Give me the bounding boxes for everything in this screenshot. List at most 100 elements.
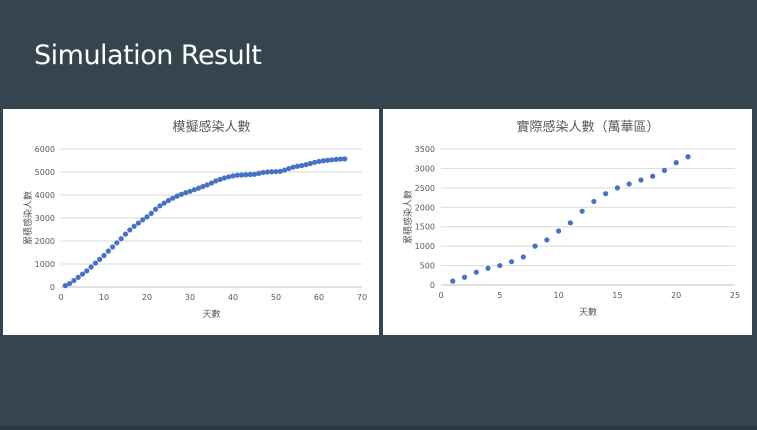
data-point <box>544 237 550 243</box>
x-tick-label: 10 <box>99 293 109 302</box>
y-axis-label: 累積感染人數 <box>402 190 414 244</box>
y-tick-label: 3500 <box>415 145 435 154</box>
data-point <box>191 187 197 193</box>
bottom-divider <box>0 426 757 430</box>
data-point <box>165 197 172 204</box>
chart-title: 實際感染人數（萬華區） <box>516 119 659 135</box>
y-tick-label: 2000 <box>415 203 435 212</box>
data-point <box>247 171 253 178</box>
data-point <box>269 169 275 175</box>
x-tick-label: 25 <box>730 291 740 300</box>
data-point <box>161 200 167 206</box>
data-point <box>303 162 309 168</box>
data-point <box>200 183 206 190</box>
data-point <box>450 278 456 284</box>
data-point <box>312 159 318 165</box>
data-point <box>213 178 219 184</box>
data-point <box>79 271 86 277</box>
data-point <box>316 158 322 165</box>
data-point <box>650 173 656 179</box>
x-tick-label: 0 <box>438 291 443 300</box>
data-point <box>325 157 331 163</box>
data-point <box>342 156 348 162</box>
data-point <box>556 228 562 234</box>
data-point <box>286 165 292 172</box>
data-point <box>71 277 77 284</box>
data-point <box>97 256 103 262</box>
data-point <box>101 252 107 259</box>
data-point <box>673 160 679 166</box>
data-point <box>105 248 111 254</box>
data-point <box>320 158 326 164</box>
x-tick-label: 0 <box>58 293 63 302</box>
data-point <box>118 236 124 242</box>
data-point <box>567 220 573 226</box>
data-point <box>157 203 163 209</box>
simulated-infections-plot: 模擬感染人數 0 1000 2000 3000 4000 5000 6000 0 10 20 30 40… <box>22 119 367 320</box>
data-point <box>661 167 668 173</box>
data-point <box>221 175 227 181</box>
y-tick-label: 1000 <box>415 242 435 251</box>
y-tick-label: 1000 <box>35 260 55 269</box>
data-point <box>217 176 223 182</box>
x-tick-label: 20 <box>142 293 152 302</box>
data-point <box>337 156 344 162</box>
y-tick-label: 4000 <box>35 191 55 200</box>
data-point <box>532 243 538 249</box>
data-point <box>204 182 210 188</box>
data-point <box>282 167 288 173</box>
data-point <box>122 231 129 237</box>
data-point <box>626 181 632 187</box>
data-point <box>579 208 585 214</box>
data-point <box>473 269 479 275</box>
x-tick-label: 70 <box>357 293 367 302</box>
y-tick-label: 5000 <box>35 168 55 177</box>
data-point <box>329 157 335 163</box>
data-point <box>520 254 526 260</box>
data-point <box>183 190 189 196</box>
data-point <box>178 191 184 197</box>
y-tick-label: 0 <box>430 281 435 290</box>
y-tick-label: 3000 <box>35 214 55 223</box>
x-tick-label: 30 <box>185 293 195 302</box>
x-tick-label: 50 <box>271 293 281 302</box>
x-tick-label: 20 <box>671 291 681 300</box>
data-point <box>294 163 301 169</box>
x-tick-label: 5 <box>497 291 502 300</box>
actual-infections-plot: 實際感染人數（萬華區） 0 500 1000 1500 2000 2500 3000 3500 0… <box>402 119 740 318</box>
data-point <box>256 170 262 176</box>
data-point <box>243 172 249 178</box>
data-point <box>290 164 296 170</box>
x-tick-label: 15 <box>612 291 622 300</box>
data-point <box>110 244 116 250</box>
data-point <box>208 180 215 186</box>
data-point <box>273 168 279 175</box>
data-point <box>260 169 266 176</box>
data-point <box>239 172 245 178</box>
data-point <box>508 259 515 265</box>
y-tick-label: 500 <box>420 262 435 271</box>
data-point <box>127 227 133 233</box>
data-point <box>153 206 159 212</box>
data-point <box>174 193 180 199</box>
x-axis-label: 天數 <box>202 308 220 320</box>
data-point <box>307 160 313 167</box>
y-tick-label: 3000 <box>415 164 435 173</box>
data-point <box>226 174 232 180</box>
data-point <box>299 162 305 169</box>
actual-infections-chart: 實際感染人數（萬華區） 0 500 1000 1500 2000 2500 3000 3500 0… <box>383 109 752 335</box>
data-point <box>277 168 283 174</box>
data-point <box>603 191 609 197</box>
data-point <box>135 220 141 226</box>
data-point <box>230 173 236 179</box>
simulated-infections-chart: 模擬感染人數 0 1000 2000 3000 4000 5000 6000 0 10 20 30 40… <box>3 109 379 335</box>
data-point <box>114 240 120 246</box>
data-point <box>84 268 90 274</box>
data-point <box>140 217 146 223</box>
data-point <box>196 185 202 191</box>
data-point <box>234 172 240 178</box>
data-point <box>614 185 620 191</box>
data-point <box>92 260 98 266</box>
y-tick-label: 2000 <box>35 237 55 246</box>
data-point <box>144 214 150 220</box>
